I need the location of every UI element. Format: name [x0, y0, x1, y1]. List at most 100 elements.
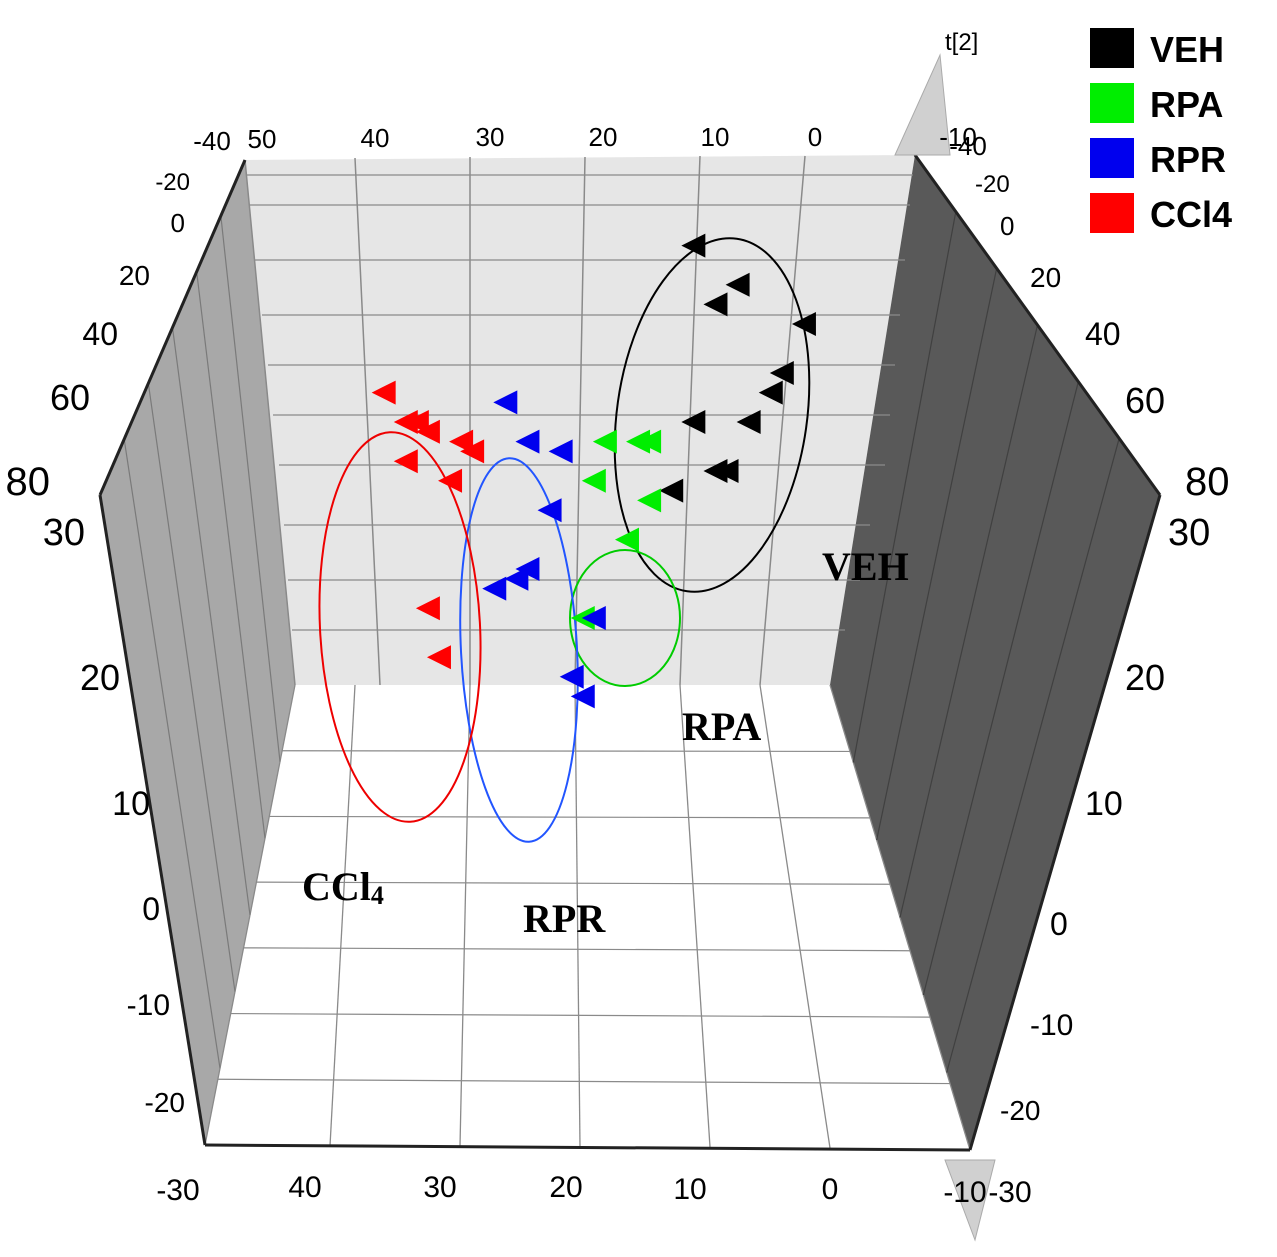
point-veh [714, 459, 739, 483]
tick-bottom-axis: -30 [156, 1174, 199, 1207]
point-rpr [482, 576, 507, 601]
tick-top-axis: 50 [248, 124, 277, 154]
point-ccl4 [404, 410, 429, 434]
floor-hline [243, 947, 911, 952]
legend-label-veh: VEH [1150, 29, 1224, 70]
point-veh [725, 272, 750, 297]
point-rpa [614, 527, 639, 552]
right-wall-line [876, 268, 998, 841]
legend: VEH RPA RPR CCl4 [1090, 28, 1232, 235]
bottom-axis-arrow [944, 1159, 996, 1242]
tick-bottom-axis: 30 [423, 1171, 456, 1204]
box-edge [98, 494, 207, 1146]
point-rpa [592, 429, 617, 454]
point-rpr [548, 439, 573, 464]
tick-left-vertical: 10 [112, 785, 150, 823]
floor-vline [459, 684, 471, 1147]
point-rpa [637, 488, 662, 513]
floor-vline [679, 684, 711, 1148]
point-veh [703, 292, 728, 317]
point-veh [791, 312, 816, 336]
tick-right-vertical: 30 [1168, 512, 1210, 554]
box-edge [913, 154, 1162, 496]
tick-right-vertical: -10 [1030, 1009, 1073, 1042]
floor-hline [230, 1012, 931, 1018]
tick-left-depth: 40 [82, 316, 118, 352]
tick-right-vertical: 20 [1125, 657, 1165, 698]
point-ccl4 [415, 419, 440, 444]
axis-tick-labels: -40 50 40 30 20 10 0 -10-40-20020406080-2002040… [6, 122, 1230, 1209]
point-rpr [581, 606, 606, 630]
back-wall-vline [354, 157, 381, 686]
grid-lines [98, 154, 1162, 1152]
back-wall-vline [244, 159, 296, 686]
point-rpr [537, 498, 562, 523]
point-ccl4 [415, 596, 440, 621]
right-wall [830, 155, 1160, 1150]
point-rpa [581, 468, 606, 493]
tick-right-vertical: -20 [1000, 1095, 1040, 1126]
floor-vline [574, 684, 581, 1148]
point-veh [681, 233, 706, 258]
floor-hline [269, 815, 871, 819]
left-wall-line [171, 327, 251, 916]
tick-bottom-axis: 10 [673, 1173, 706, 1206]
left-wall-line [196, 271, 266, 839]
back-wall-vline [574, 156, 586, 686]
tick-left-depth: 60 [50, 377, 90, 418]
point-rpr [559, 664, 584, 689]
tick-right-depth: 0 [1000, 211, 1014, 241]
tick-top-axis: 40 [361, 123, 390, 153]
legend-swatch-ccl4 [1090, 193, 1134, 233]
point-ccl4 [460, 439, 485, 464]
legend-swatch-rpa [1090, 83, 1134, 123]
tick-top-axis: -10 [939, 122, 977, 152]
tick-left-depth: 20 [119, 260, 150, 291]
point-ccl4 [426, 645, 451, 670]
tick-left-depth: -20 [155, 169, 190, 196]
point-rpr [515, 429, 540, 454]
legend-label-ccl4: CCl4 [1150, 194, 1232, 235]
floor-hline [282, 750, 851, 753]
tick-bottom-axis: 40 [288, 1171, 321, 1204]
legend-swatch-rpr [1090, 138, 1134, 178]
group-label-rpa: RPA [682, 704, 761, 749]
group-label-veh: VEH [822, 544, 909, 589]
tick-left-vertical: 20 [80, 657, 120, 698]
point-veh [681, 410, 706, 434]
point-veh [659, 478, 684, 503]
legend-label-rpr: RPR [1150, 139, 1226, 180]
tick-right-vertical: 0 [1050, 906, 1068, 942]
tick-left-depth: 80 [6, 460, 51, 504]
axis-name-label: t[2] [945, 29, 978, 56]
point-rpa [637, 429, 662, 454]
ccl4-cluster-ellipse [318, 431, 482, 823]
rpa-cluster-ellipse [569, 549, 681, 687]
point-ccl4 [438, 468, 463, 493]
left-wall-line [123, 439, 221, 1069]
left-wall [100, 160, 295, 1145]
point-veh [769, 361, 794, 385]
point-veh [736, 410, 761, 434]
point-veh [758, 380, 783, 405]
group-label-rpr: RPR [523, 896, 606, 941]
tick-left-vertical: 30 [43, 512, 85, 554]
tick-bottom-axis: -10 [943, 1176, 986, 1209]
tick-top-axis: 20 [589, 122, 618, 152]
tick-left-vertical: -10 [127, 989, 170, 1022]
tick-top-right-axis: -40 [949, 131, 987, 161]
group-label-ccl4: CCl4 [302, 864, 384, 910]
tick-top-axis: 30 [476, 122, 505, 152]
tick-right-depth: 80 [1185, 460, 1230, 504]
tick-top-axis: -40 [193, 126, 231, 156]
left-wall-line [147, 383, 236, 992]
box-edge [204, 1143, 971, 1152]
tick-left-vertical: 0 [142, 891, 160, 927]
legend-label-rpa: RPA [1150, 84, 1223, 125]
point-rpr [504, 566, 529, 591]
data-points [371, 233, 816, 709]
veh-cluster-ellipse [613, 237, 811, 593]
left-wall-line [220, 215, 281, 762]
floor-vline [759, 684, 831, 1149]
